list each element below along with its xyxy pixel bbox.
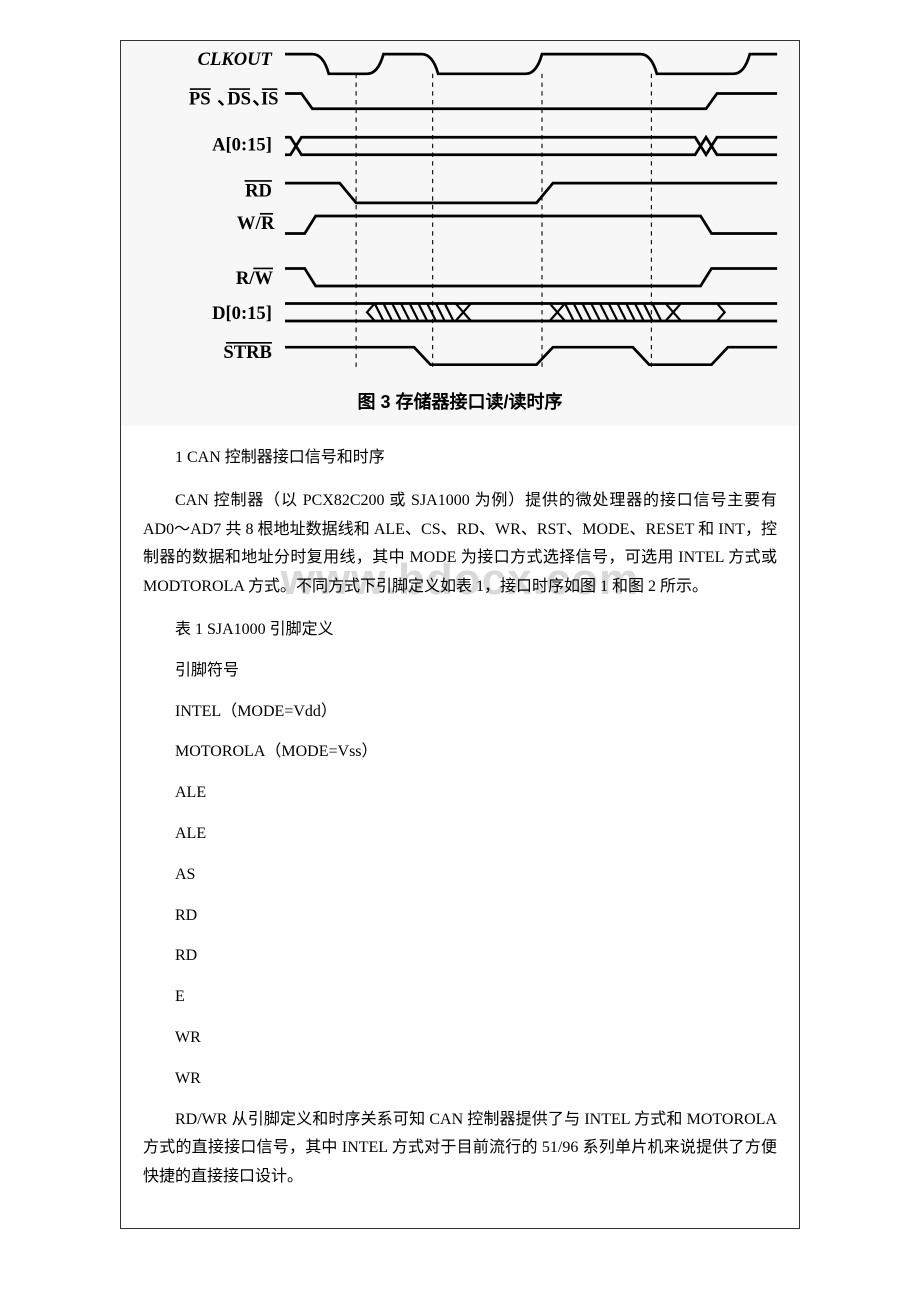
table-title: 表 1 SJA1000 引脚定义 — [143, 616, 777, 645]
table-row: RD — [143, 942, 777, 971]
svg-text:IS: IS — [261, 88, 279, 109]
svg-text:A[0:15]: A[0:15] — [212, 134, 272, 155]
svg-text:PS: PS — [189, 88, 211, 109]
conclusion-paragraph: RD/WR 从引脚定义和时序关系可知 CAN 控制器提供了与 INTEL 方式和… — [143, 1106, 777, 1192]
table-row: ALE — [143, 820, 777, 849]
svg-text:RD: RD — [245, 180, 272, 201]
table-row: ALE — [143, 779, 777, 808]
table-row: WR — [143, 1065, 777, 1094]
svg-text:W: W — [254, 268, 273, 289]
document-content: 1 CAN 控制器接口信号和时序 CAN 控制器（以 PCX82C200 或 S… — [121, 426, 799, 1228]
svg-text:W/: W/ — [237, 213, 262, 234]
timing-diagram-container: CLKOUT PS 、 DS 、 IS A[0:15] RD W/ R — [121, 41, 799, 426]
svg-text:DS: DS — [227, 88, 251, 109]
svg-text:D[0:15]: D[0:15] — [212, 303, 272, 324]
table-row: AS — [143, 861, 777, 890]
diagram-caption: 图 3 存储器接口读/读时序 — [121, 380, 799, 426]
svg-text:STRB: STRB — [223, 342, 272, 363]
intro-paragraph: CAN 控制器（以 PCX82C200 或 SJA1000 为例）提供的微处理器… — [143, 487, 777, 602]
table-row: E — [143, 983, 777, 1012]
page-container: CLKOUT PS 、 DS 、 IS A[0:15] RD W/ R — [120, 40, 800, 1229]
table-row: 引脚符号 — [143, 657, 777, 686]
table-row: MOTOROLA（MODE=Vss） — [143, 738, 777, 767]
table-row: INTEL（MODE=Vdd） — [143, 698, 777, 727]
svg-text:R/: R/ — [236, 268, 255, 289]
timing-diagram-svg: CLKOUT PS 、 DS 、 IS A[0:15] RD W/ R — [121, 41, 799, 380]
table-row: WR — [143, 1024, 777, 1053]
svg-text:CLKOUT: CLKOUT — [198, 49, 273, 70]
svg-text:R: R — [261, 213, 275, 234]
section-header: 1 CAN 控制器接口信号和时序 — [143, 444, 777, 473]
table-row: RD — [143, 902, 777, 931]
